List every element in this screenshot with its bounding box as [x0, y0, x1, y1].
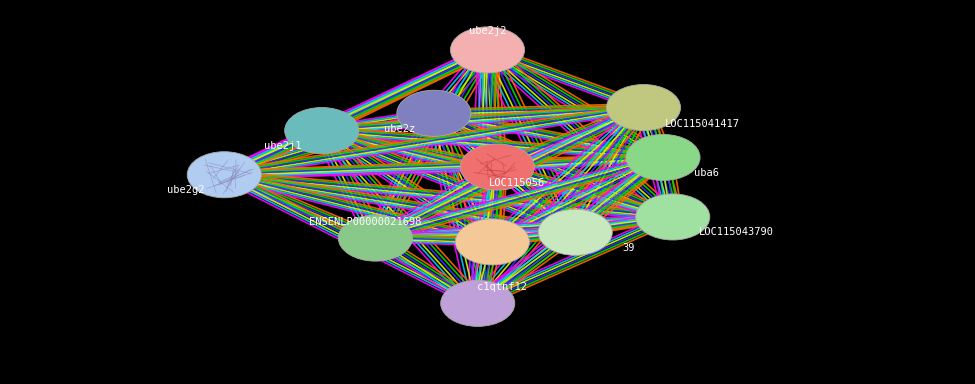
- Ellipse shape: [538, 209, 612, 255]
- Text: uba6: uba6: [694, 168, 720, 178]
- Text: ube2g2: ube2g2: [167, 185, 204, 195]
- Text: LOC115043790: LOC115043790: [699, 227, 773, 237]
- Ellipse shape: [397, 90, 471, 136]
- Text: 39: 39: [623, 243, 635, 253]
- Ellipse shape: [450, 27, 525, 73]
- Text: ube2j1: ube2j1: [264, 141, 301, 151]
- Ellipse shape: [626, 134, 700, 180]
- Ellipse shape: [285, 108, 359, 154]
- Text: ube2z: ube2z: [384, 124, 415, 134]
- Ellipse shape: [441, 280, 515, 326]
- Text: c1qtnf12: c1qtnf12: [477, 282, 527, 292]
- Ellipse shape: [636, 194, 710, 240]
- Text: LOC115056: LOC115056: [488, 178, 545, 188]
- Ellipse shape: [338, 215, 412, 261]
- Ellipse shape: [187, 152, 261, 198]
- Ellipse shape: [606, 84, 681, 131]
- Ellipse shape: [455, 219, 529, 265]
- Ellipse shape: [460, 144, 534, 190]
- Text: ube2j2: ube2j2: [469, 26, 506, 36]
- Text: ENSENLP00000021698: ENSENLP00000021698: [309, 217, 422, 227]
- Text: LOC115041417: LOC115041417: [665, 119, 739, 129]
